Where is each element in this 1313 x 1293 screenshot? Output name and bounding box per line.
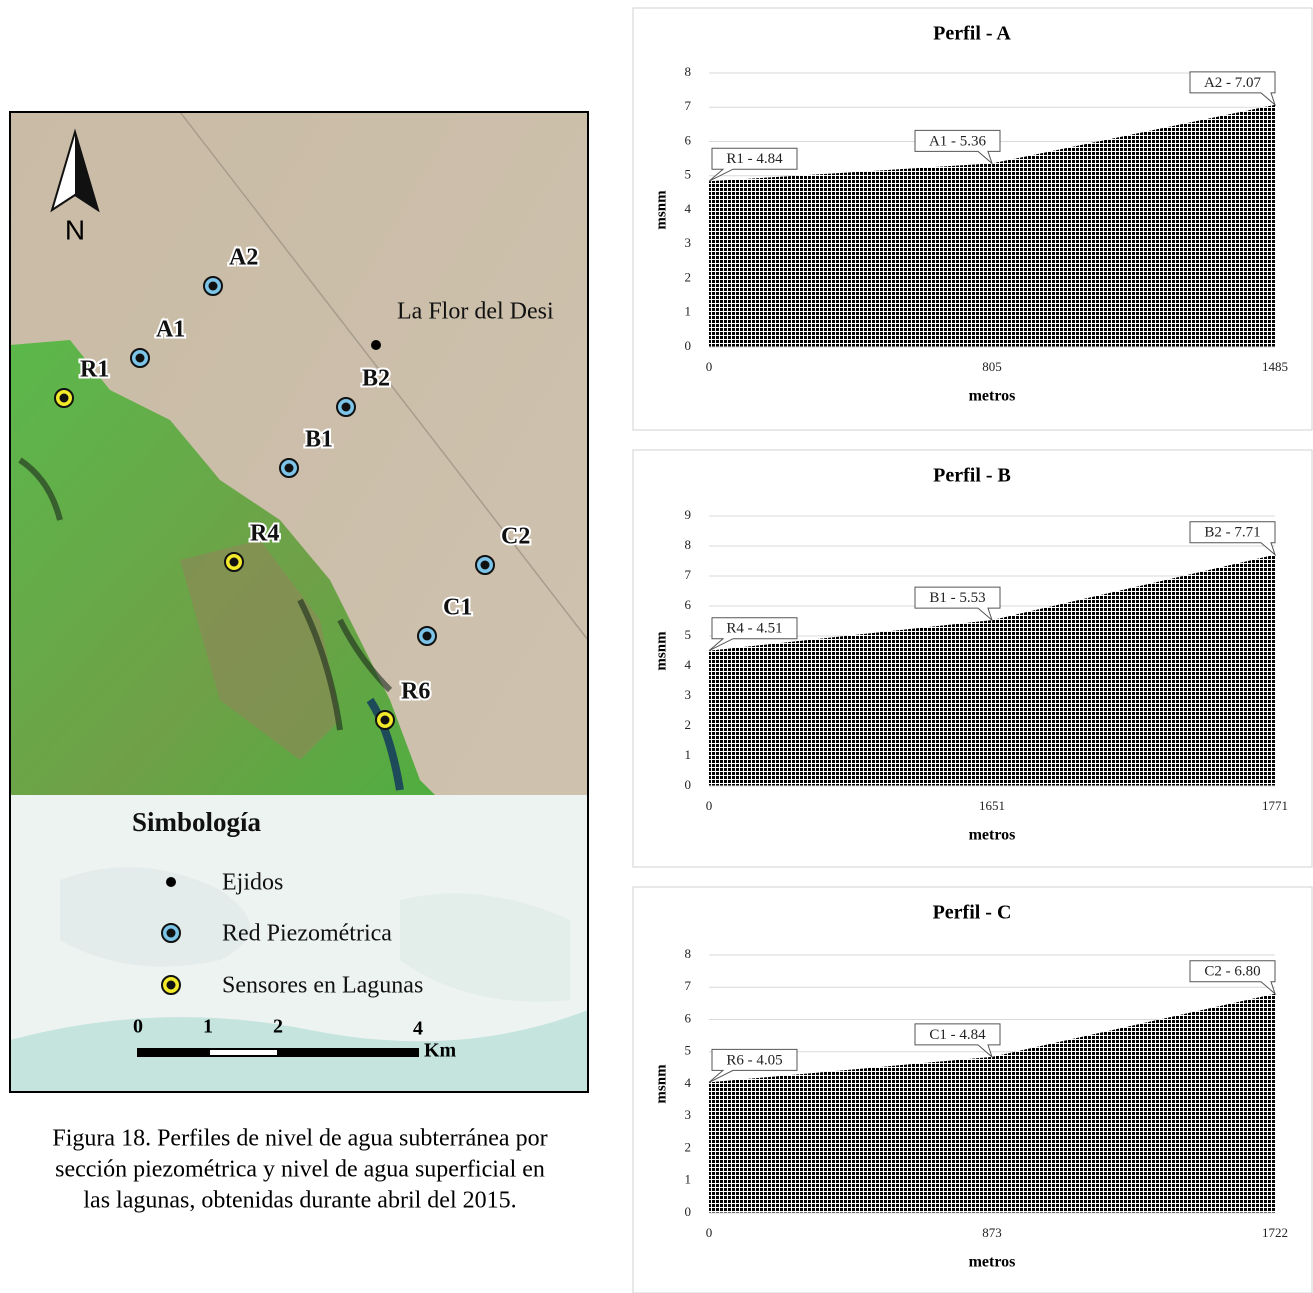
y-tick-label: 4 (685, 201, 692, 216)
data-label: A2 - 7.07 (1204, 75, 1262, 91)
north-label: N (65, 214, 85, 245)
caption-line: sección piezométrica y nivel de agua sup… (55, 1157, 545, 1183)
chart-title: Perfil - B (933, 465, 1011, 487)
map-point-label: B1 (305, 427, 333, 453)
map-point-label: R6 (401, 679, 430, 705)
data-label: C2 - 6.80 (1204, 964, 1260, 980)
y-axis-title: msnm (653, 631, 669, 671)
chart-title: Perfil - A (933, 23, 1011, 45)
legend-item: Red Piezométrica (222, 921, 392, 947)
y-tick-label: 2 (685, 269, 692, 284)
y-axis-title: msnm (653, 1064, 669, 1104)
map-point-center (230, 558, 239, 567)
scale-label: 1 (203, 1016, 213, 1038)
data-label: B1 - 5.53 (929, 590, 985, 606)
y-tick-label: 3 (685, 687, 692, 702)
map-point-center (285, 464, 294, 473)
x-tick-label: 1485 (1262, 359, 1288, 374)
data-label: B2 - 7.71 (1204, 525, 1260, 541)
y-axis-title: msnm (653, 190, 669, 230)
town-label: La Flor del Desi (397, 299, 554, 325)
y-tick-label: 6 (685, 597, 692, 612)
scale-label: 4 (413, 1018, 423, 1040)
map-point-center (481, 561, 490, 570)
map: N La Flor del Desi A2 A1 R1 B2 B1 R4 C2 C1 R6 Si… (10, 112, 588, 1092)
map-point-center (136, 354, 145, 363)
map-point-label: A1 (156, 317, 185, 343)
y-tick-label: 7 (685, 978, 692, 993)
y-tick-label: 0 (685, 338, 692, 353)
y-tick-label: 0 (685, 1204, 692, 1219)
y-tick-label: 9 (685, 507, 692, 522)
x-tick-label: 0 (706, 359, 713, 374)
x-tick-label: 1651 (979, 798, 1005, 813)
data-label: R6 - 4.05 (726, 1052, 782, 1068)
y-tick-label: 6 (685, 132, 692, 147)
y-tick-label: 6 (685, 1010, 692, 1025)
map-point-center (60, 394, 69, 403)
y-tick-label: 8 (685, 537, 692, 552)
map-point-label: A2 (229, 245, 258, 271)
legend-item: Ejidos (222, 870, 283, 896)
x-tick-label: 1771 (1262, 798, 1288, 813)
legend-title: Simbología (132, 807, 262, 837)
y-tick-label: 1 (685, 304, 692, 319)
figure: N La Flor del Desi A2 A1 R1 B2 B1 R4 C2 C1 R6 Si… (0, 0, 1313, 1293)
y-tick-label: 1 (685, 747, 692, 762)
x-tick-label: 0 (706, 798, 713, 813)
y-tick-label: 3 (685, 1107, 692, 1122)
data-label: C1 - 4.84 (929, 1027, 986, 1043)
x-tick-label: 1722 (1262, 1225, 1288, 1240)
map-point-center (342, 403, 351, 412)
scale-label: 2 (273, 1016, 283, 1038)
y-tick-label: 5 (685, 167, 692, 182)
chart-title: Perfil - C (933, 902, 1012, 924)
y-tick-label: 8 (685, 64, 692, 79)
map-point-label: R4 (250, 521, 279, 547)
scale-label: 0 (133, 1016, 143, 1038)
caption-line: Figura 18. Perfiles de nivel de agua sub… (52, 1126, 547, 1152)
map-point-center (209, 282, 218, 291)
x-axis-title: metros (969, 827, 1016, 844)
map-point-center (381, 716, 390, 725)
x-tick-label: 0 (706, 1225, 713, 1240)
map-point-center (423, 632, 432, 641)
map-point-label: C2 (501, 524, 530, 550)
y-tick-label: 1 (685, 1172, 692, 1187)
y-tick-label: 8 (685, 946, 692, 961)
x-axis-title: metros (969, 388, 1016, 405)
x-tick-label: 805 (982, 359, 1002, 374)
map-point-label: R1 (80, 357, 109, 383)
map-point-label: B2 (362, 366, 390, 392)
caption-line: las lagunas, obtenidas durante abril del… (83, 1188, 516, 1214)
y-tick-label: 5 (685, 627, 692, 642)
y-tick-label: 4 (685, 657, 692, 672)
x-tick-label: 873 (982, 1225, 1002, 1240)
y-tick-label: 4 (685, 1075, 692, 1090)
data-label: A1 - 5.36 (929, 133, 987, 149)
y-tick-label: 2 (685, 717, 692, 732)
map-point-label: C1 (443, 595, 472, 621)
y-tick-label: 2 (685, 1139, 692, 1154)
y-tick-label: 7 (685, 567, 692, 582)
legend-item: Sensores en Lagunas (222, 973, 423, 999)
x-axis-title: metros (969, 1254, 1016, 1271)
scale-unit: Km (424, 1040, 457, 1062)
data-label: R1 - 4.84 (726, 151, 783, 167)
y-tick-label: 3 (685, 235, 692, 250)
y-tick-label: 0 (685, 777, 692, 792)
y-tick-label: 5 (685, 1043, 692, 1058)
data-label: R4 - 4.51 (726, 621, 782, 637)
y-tick-label: 7 (685, 98, 692, 113)
